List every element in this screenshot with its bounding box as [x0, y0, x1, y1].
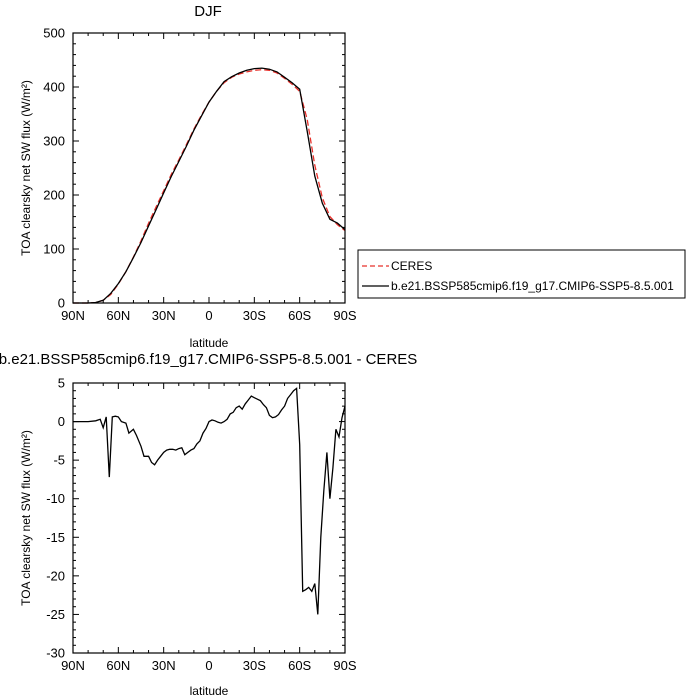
top-x-tick-label: 90N — [61, 308, 85, 323]
bottom-y-tick-label: -10 — [46, 491, 65, 506]
legend-label-ceres: CERES — [391, 259, 432, 273]
bottom-y-axis-label: TOA clearsky net SW flux (W/m²) — [19, 430, 33, 606]
top-x-ticks: 90N 60N 30N 0 30S 60S 90S — [61, 33, 357, 323]
top-x-tick-label: 30N — [152, 308, 176, 323]
legend: CERES b.e21.BSSP585cmip6.f19_g17.CMIP6-S… — [357, 249, 686, 299]
top-y-ticks: 0 100 200 300 400 500 — [43, 26, 345, 311]
bottom-x-tick-label: 30S — [243, 658, 266, 673]
top-x-tick-label: 60S — [288, 308, 311, 323]
bottom-x-tick-label: 90N — [61, 658, 85, 673]
top-series-line-ceres — [73, 69, 346, 304]
bottom-x-tick-label: 30N — [152, 658, 176, 673]
top-y-tick-label: 300 — [43, 134, 65, 149]
top-plot-frame — [72, 32, 346, 304]
bottom-y-ticks: -30 -25 -20 -15 -10 -5 0 5 — [46, 376, 345, 661]
top-panel: DJF latitude TOA clearsky net SW flux (W… — [19, 3, 357, 350]
bottom-x-tick-label: 90S — [333, 658, 356, 673]
bottom-x-tick-label: 0 — [205, 658, 212, 673]
top-y-tick-label: 500 — [43, 26, 65, 41]
top-y-tick-label: 400 — [43, 80, 65, 95]
bottom-panel: b.e21.BSSP585cmip6.f19_g17.CMIP6-SSP5-8.… — [0, 351, 417, 698]
bottom-y-tick-label: -20 — [46, 568, 65, 583]
bottom-y-tick-label: -5 — [53, 453, 65, 468]
top-y-axis-label: TOA clearsky net SW flux (W/m²) — [19, 80, 33, 256]
bottom-y-tick-label: 0 — [58, 414, 65, 429]
top-x-tick-label: 60N — [106, 308, 130, 323]
top-x-tick-label: 30S — [243, 308, 266, 323]
top-y-tick-label: 0 — [58, 296, 65, 311]
top-plot-area — [73, 67, 346, 304]
top-y-tick-label: 100 — [43, 242, 65, 257]
top-x-tick-label: 90S — [333, 308, 356, 323]
legend-box — [357, 249, 686, 299]
bottom-chart-title: b.e21.BSSP585cmip6.f19_g17.CMIP6-SSP5-8.… — [0, 351, 417, 368]
top-series-line-b-e21-bssp585cmip6-f19-g17-cmi — [73, 67, 346, 304]
bottom-x-tick-label: 60S — [288, 658, 311, 673]
top-chart-title: DJF — [194, 3, 222, 20]
top-x-tick-label: 0 — [205, 308, 212, 323]
bottom-y-tick-label: -25 — [46, 607, 65, 622]
bottom-plot-frame — [72, 382, 346, 654]
bottom-y-tick-label: -15 — [46, 530, 65, 545]
bottom-series-line-0 — [73, 387, 346, 615]
bottom-plot-area — [73, 387, 346, 615]
bottom-x-tick-label: 60N — [106, 658, 130, 673]
bottom-x-ticks: 90N 60N 30N 0 30S 60S 90S — [61, 383, 357, 673]
top-y-tick-label: 200 — [43, 188, 65, 203]
bottom-x-axis-label: latitude — [190, 684, 229, 698]
top-x-axis-label: latitude — [190, 336, 229, 350]
legend-label-model: b.e21.BSSP585cmip6.f19_g17.CMIP6-SSP5-8.… — [391, 279, 674, 293]
bottom-y-tick-label: -30 — [46, 646, 65, 661]
bottom-y-tick-label: 5 — [58, 376, 65, 391]
